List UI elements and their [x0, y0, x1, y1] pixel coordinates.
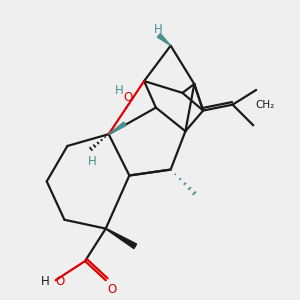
- Text: H: H: [154, 23, 163, 36]
- Text: O: O: [107, 283, 116, 296]
- Text: O: O: [123, 91, 133, 104]
- Text: H: H: [41, 275, 50, 288]
- Text: H: H: [88, 155, 97, 168]
- Polygon shape: [106, 228, 136, 249]
- Polygon shape: [109, 122, 126, 134]
- Polygon shape: [157, 34, 171, 46]
- Text: O: O: [56, 275, 65, 288]
- Text: CH₂: CH₂: [256, 100, 275, 110]
- Text: H: H: [115, 84, 123, 97]
